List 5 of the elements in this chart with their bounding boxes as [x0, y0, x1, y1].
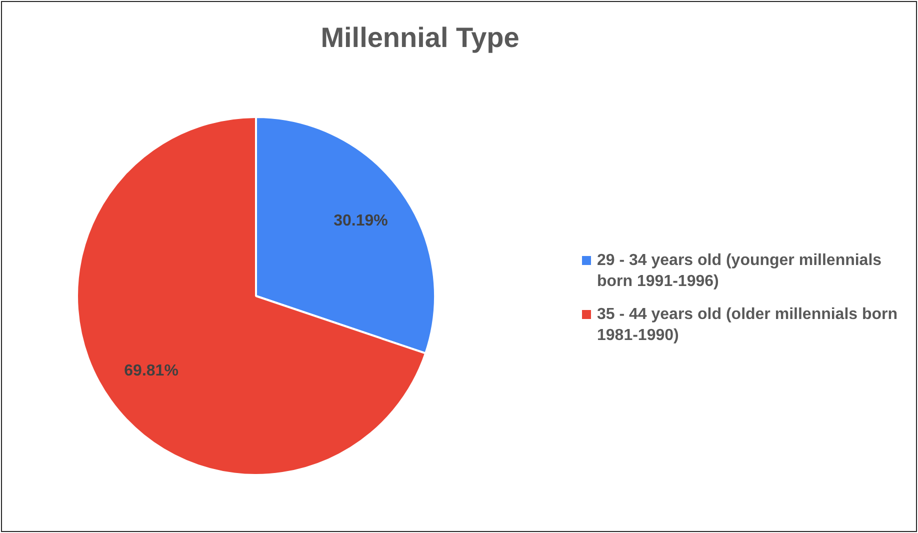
- legend-label: 29 - 34 years old (younger millennials born 1991-1996): [597, 251, 883, 292]
- data-label: 69.81%: [124, 362, 178, 380]
- data-label: 30.19%: [334, 212, 388, 230]
- legend-label: 35 - 44 years old (older millennials born 1981-1990): [597, 305, 899, 346]
- chart-title: Millennial Type: [320, 22, 520, 54]
